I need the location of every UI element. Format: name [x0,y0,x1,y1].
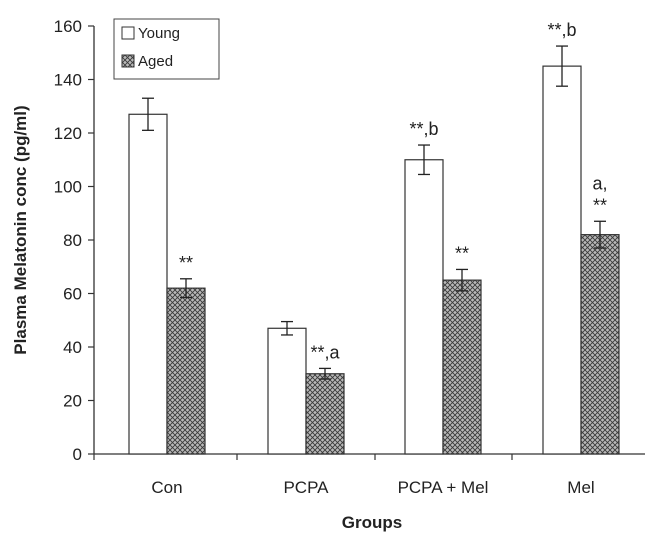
legend-label: Aged [138,53,173,70]
significance-label: ** [593,195,607,215]
y-tick-label: 80 [63,231,82,250]
y-tick-label: 120 [54,124,82,143]
legend-label: Young [138,25,180,42]
significance-label: **,b [409,119,438,139]
significance-label: a, [592,173,607,193]
bar-young [542,65,582,455]
y-tick-label: 60 [63,285,82,304]
legend-swatch-young [121,26,135,40]
y-tick-label: 160 [54,17,82,36]
bar-aged [580,234,620,455]
x-tick-label: PCPA + Mel [398,478,489,497]
bar-aged [442,279,482,455]
legend-swatch-aged [121,54,135,68]
significance-label: **,b [547,20,576,40]
bar-aged [166,287,206,455]
y-axis-title: Plasma Melatonin conc (pg/ml) [11,105,30,354]
significance-label: ** [455,243,469,263]
y-tick-label: 40 [63,338,82,357]
bar-young [267,327,307,455]
y-tick-label: 100 [54,178,82,197]
y-tick-label: 140 [54,71,82,90]
x-tick-label: Mel [567,478,594,497]
bar-young [404,159,444,455]
x-tick-label: Con [151,478,182,497]
bar-young [128,113,168,455]
y-tick-label: 0 [73,445,82,464]
significance-label: **,a [310,342,340,362]
x-axis-title: Groups [342,513,402,532]
y-tick-label: 20 [63,392,82,411]
x-tick-label: PCPA [283,478,329,497]
bar-aged [305,373,345,455]
significance-label: ** [179,253,193,273]
